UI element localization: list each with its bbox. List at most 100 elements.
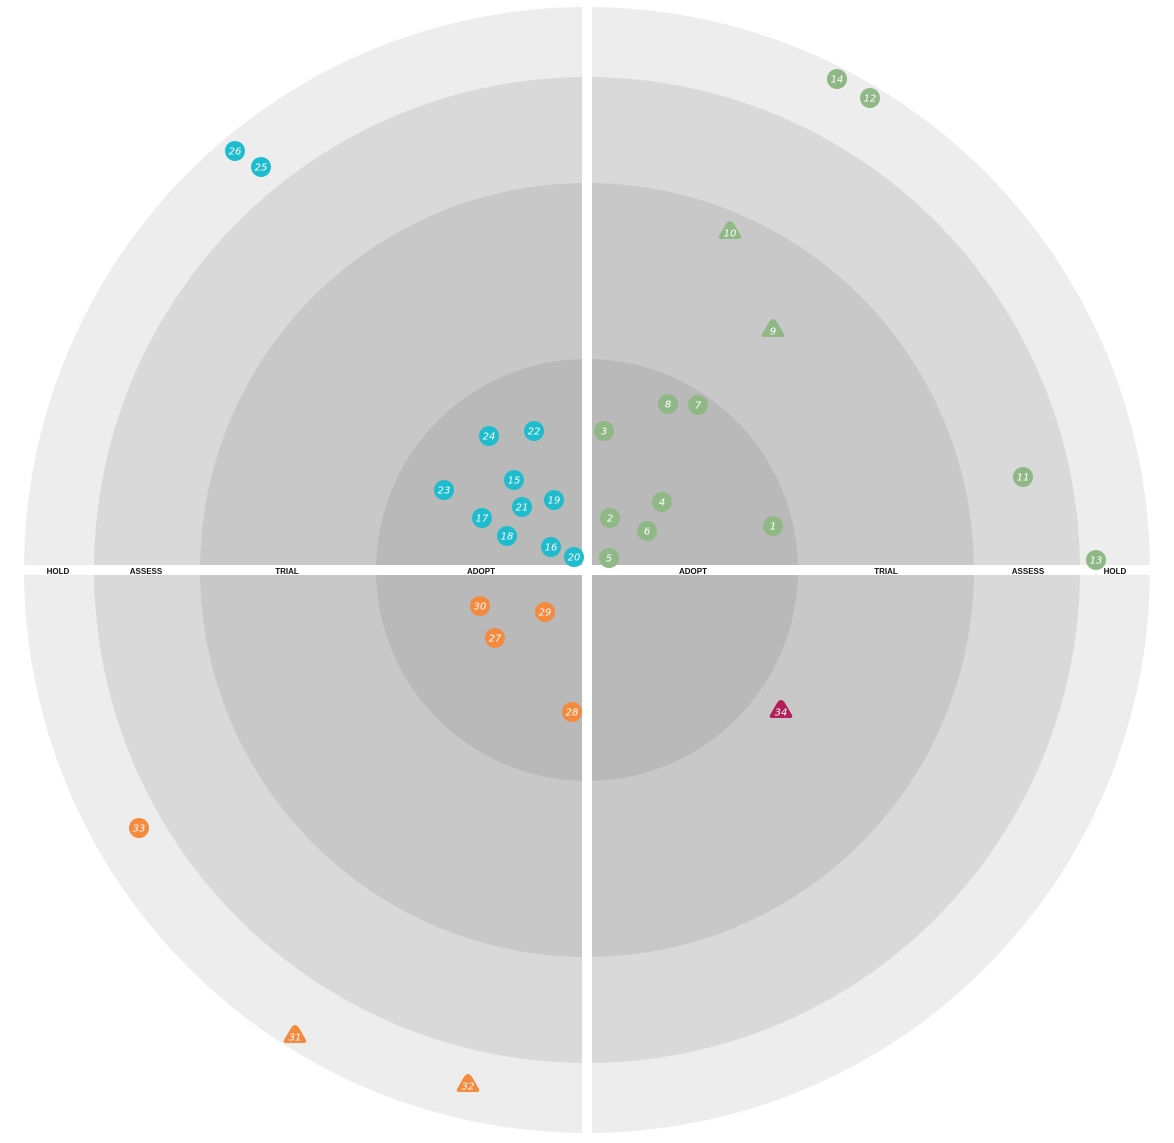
blip-30[interactable]: 30 [470, 596, 490, 616]
blip-label: 22 [528, 427, 541, 438]
blip-label: 6 [644, 527, 650, 538]
blip-circle-shape [524, 421, 544, 441]
blip-23[interactable]: 23 [434, 480, 454, 500]
blip-26[interactable]: 26 [225, 141, 245, 161]
blip-circle-shape [544, 490, 564, 510]
blip-11[interactable]: 11 [1013, 467, 1033, 487]
ring-label-trial-left: TRIAL [275, 567, 299, 576]
blip-9[interactable]: 9 [761, 319, 785, 338]
blip-label: 33 [133, 824, 146, 835]
blip-24[interactable]: 24 [479, 426, 499, 446]
blip-4[interactable]: 4 [652, 492, 672, 512]
blip-14[interactable]: 14 [827, 69, 847, 89]
blip-29[interactable]: 29 [535, 602, 555, 622]
blip-label: 2 [607, 514, 613, 525]
blip-circle-shape [599, 548, 619, 568]
blip-1[interactable]: 1 [763, 516, 783, 536]
blip-label: 10 [724, 229, 737, 240]
blip-3[interactable]: 3 [594, 421, 614, 441]
blip-label: 17 [476, 514, 489, 525]
blip-33[interactable]: 33 [129, 818, 149, 838]
blip-circle-shape [497, 526, 517, 546]
blip-2[interactable]: 2 [600, 508, 620, 528]
blip-label: 5 [606, 554, 612, 565]
ring-label-adopt-left: ADOPT [467, 567, 495, 576]
blip-label: 28 [566, 708, 579, 719]
blip-circle-shape [688, 395, 708, 415]
blip-label: 24 [483, 432, 496, 443]
blip-circle-shape [470, 596, 490, 616]
blip-circle-shape [541, 537, 561, 557]
blip-circle-shape [225, 141, 245, 161]
blip-circle-shape [860, 88, 880, 108]
blip-label: 20 [568, 553, 581, 564]
blip-label: 4 [659, 498, 665, 509]
blip-20[interactable]: 20 [564, 547, 584, 567]
blip-circle-shape [594, 421, 614, 441]
blip-label: 23 [438, 486, 451, 497]
blip-25[interactable]: 25 [251, 157, 271, 177]
blip-12[interactable]: 12 [860, 88, 880, 108]
blip-triangle-shape [769, 700, 793, 718]
blip-27[interactable]: 27 [485, 628, 505, 648]
blip-label: 8 [665, 400, 671, 411]
blip-18[interactable]: 18 [497, 526, 517, 546]
blip-label: 19 [548, 496, 561, 507]
blip-label: 12 [864, 94, 877, 105]
blip-label: 16 [545, 543, 558, 554]
blip-label: 18 [501, 532, 514, 543]
blip-5[interactable]: 5 [599, 548, 619, 568]
blip-triangle-shape [456, 1074, 480, 1092]
ring-label-assess-right: ASSESS [1012, 567, 1045, 576]
blip-label: 7 [695, 401, 702, 412]
ring-labels: HOLD ASSESS TRIAL ADOPT ADOPT TRIAL ASSE… [47, 567, 1127, 576]
blip-circle-shape [564, 547, 584, 567]
blip-22[interactable]: 22 [524, 421, 544, 441]
blip-circle-shape [1086, 550, 1106, 570]
blip-13[interactable]: 13 [1086, 550, 1106, 570]
blip-label: 3 [601, 427, 607, 438]
blip-label: 13 [1090, 556, 1103, 567]
blip-21[interactable]: 21 [512, 497, 532, 517]
blip-28[interactable]: 28 [562, 702, 582, 722]
blip-34[interactable]: 34 [769, 700, 793, 719]
ring-label-adopt-right: ADOPT [679, 567, 707, 576]
blip-8[interactable]: 8 [658, 394, 678, 414]
radar-blips: 1234567891011121314151617181920212223242… [129, 69, 1106, 1093]
blip-circle-shape [485, 628, 505, 648]
ring-label-hold-right: HOLD [1104, 567, 1127, 576]
blip-circle-shape [479, 426, 499, 446]
blip-circle-shape [504, 470, 524, 490]
ring-label-hold-left: HOLD [47, 567, 70, 576]
blip-circle-shape [1013, 467, 1033, 487]
blip-31[interactable]: 31 [283, 1025, 307, 1044]
blip-circle-shape [472, 508, 492, 528]
blip-16[interactable]: 16 [541, 537, 561, 557]
blip-label: 11 [1017, 473, 1030, 484]
blip-7[interactable]: 7 [688, 395, 708, 415]
blip-label: 9 [770, 327, 776, 338]
ring-label-trial-right: TRIAL [874, 567, 898, 576]
blip-19[interactable]: 19 [544, 490, 564, 510]
blip-label: 1 [770, 522, 776, 533]
horizontal-separator [0, 565, 1174, 575]
blip-label: 14 [831, 75, 844, 86]
blip-32[interactable]: 32 [456, 1074, 480, 1093]
blip-triangle-shape [283, 1025, 307, 1043]
blip-15[interactable]: 15 [504, 470, 524, 490]
ring-label-assess-left: ASSESS [130, 567, 163, 576]
blip-label: 15 [508, 476, 521, 487]
blip-17[interactable]: 17 [472, 508, 492, 528]
blip-circle-shape [763, 516, 783, 536]
blip-circle-shape [658, 394, 678, 414]
blip-10[interactable]: 10 [718, 221, 742, 240]
blip-label: 25 [255, 163, 268, 174]
blip-label: 29 [539, 608, 552, 619]
blip-label: 21 [516, 503, 529, 514]
blip-label: 31 [289, 1033, 302, 1044]
blip-circle-shape [535, 602, 555, 622]
blip-circle-shape [512, 497, 532, 517]
blip-6[interactable]: 6 [637, 521, 657, 541]
